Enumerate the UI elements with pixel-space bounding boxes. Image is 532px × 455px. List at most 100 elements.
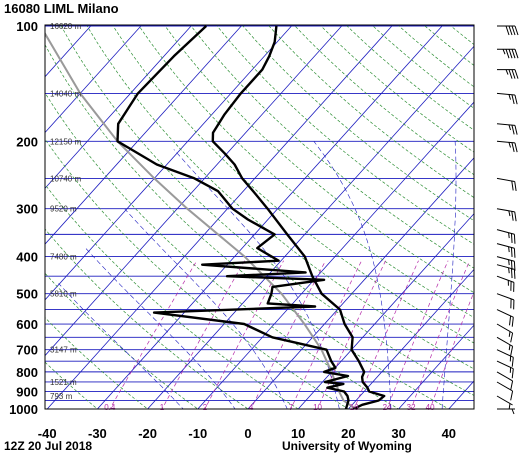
height-label: 12150 m	[50, 137, 81, 146]
temperature-tick-label: 40	[442, 426, 456, 441]
dry-adiabat-line	[320, 25, 474, 153]
mixing-ratio-label: 16	[350, 403, 359, 412]
isotherm-line	[347, 268, 474, 409]
wind-barb	[496, 275, 515, 292]
mixing-ratio-line	[429, 290, 474, 409]
temperature-tick-label: -20	[138, 426, 157, 441]
temperature-tick-label: -30	[88, 426, 107, 441]
parcel-path	[45, 31, 357, 409]
dry-adiabat-line	[45, 183, 299, 409]
dry-adiabat-line	[372, 25, 474, 109]
isotherm-line	[0, 26, 41, 417]
mixing-ratio-line	[410, 260, 470, 409]
height-label: 793 m	[50, 392, 73, 401]
mixing-ratio-line	[386, 260, 449, 409]
dry-adiabat-line	[268, 25, 474, 198]
wind-barb	[497, 48, 519, 59]
height-label: 3147 m	[50, 346, 77, 355]
mixing-ratio-line	[353, 260, 419, 409]
isotherm-line	[45, 25, 192, 189]
isotherm-line	[147, 45, 474, 409]
wind-barb	[496, 208, 517, 222]
moist-adiabat-line	[441, 141, 457, 409]
pressure-tick-label: 800	[16, 365, 38, 380]
wind-barb	[496, 243, 516, 258]
wind-barb	[496, 395, 513, 409]
temperature-tick-label: 0	[244, 426, 251, 441]
wind-barb	[496, 293, 515, 310]
wind-barb	[497, 408, 515, 415]
pressure-tick-label: 200	[16, 134, 38, 149]
dry-adiabat-line	[45, 272, 199, 409]
dry-adiabat-line	[138, 25, 474, 318]
moist-adiabat-line	[85, 247, 236, 409]
isotherm-line	[96, 25, 443, 409]
isotherm-line	[398, 324, 474, 409]
wind-barb	[496, 123, 518, 135]
wind-barb	[496, 336, 514, 356]
mixing-ratio-label: 0.4	[104, 403, 116, 412]
isotherm-line	[45, 25, 242, 245]
dewpoint-profile	[116, 25, 350, 409]
station-title: 16080 LIML Milano	[4, 1, 119, 16]
mixing-ratio-label: 7	[289, 403, 294, 412]
dry-adiabat-line	[60, 25, 474, 396]
height-label: 5810 m	[50, 290, 77, 299]
dry-adiabat-line	[190, 25, 474, 269]
dry-adiabat-line	[45, 44, 450, 409]
isotherm-line	[45, 25, 292, 301]
wind-barb	[496, 256, 516, 271]
mixing-ratio-line	[204, 260, 284, 409]
isotherm-line	[492, 26, 532, 417]
height-label: 16620 m	[50, 22, 81, 31]
moist-adiabat-line	[124, 208, 288, 409]
wind-barb	[496, 349, 514, 367]
mixing-ratio-label: 24	[383, 403, 392, 412]
pressure-tick-label: 100	[16, 19, 38, 34]
dry-adiabat-line	[242, 25, 474, 222]
mixing-ratio-line	[317, 260, 386, 409]
dry-adiabat-line	[424, 25, 474, 66]
dry-adiabat-line	[45, 92, 400, 409]
isotherm-line	[45, 25, 342, 357]
dry-adiabat-line	[45, 361, 98, 409]
height-label: 10740 m	[50, 174, 81, 183]
temperature-tick-label: 20	[341, 426, 355, 441]
temperature-tick-label: -10	[188, 426, 207, 441]
wind-barb	[496, 371, 514, 391]
mixing-ratio-label: 32	[407, 403, 416, 412]
pressure-tick-label: 500	[16, 287, 38, 302]
dry-adiabat-line	[86, 25, 474, 370]
dry-adiabat-line	[45, 228, 249, 409]
mixing-ratio-line	[290, 260, 362, 409]
pressure-tick-label: 300	[16, 202, 38, 217]
isotherm-line	[247, 157, 474, 409]
pressure-tick-label: 700	[16, 343, 38, 358]
dry-adiabat-line	[112, 25, 474, 344]
pressure-tick-label: 600	[16, 317, 38, 332]
mixing-ratio-line	[161, 260, 245, 409]
height-label: 7480 m	[50, 253, 77, 262]
temperature-tick-label: -40	[38, 426, 57, 441]
sounding-date: 12Z 20 Jul 2018	[4, 439, 93, 453]
height-label: 14040 m	[50, 89, 81, 98]
mixing-ratio-line	[109, 260, 198, 409]
mixing-ratio-label: 10	[313, 403, 322, 412]
mixing-ratio-label: 40	[426, 403, 435, 412]
mixing-ratio-label: 4	[249, 403, 254, 412]
dry-adiabat-line	[164, 25, 474, 294]
wind-barb	[496, 309, 514, 327]
temperature-tick-label: 30	[391, 426, 405, 441]
dry-adiabat-line	[45, 317, 149, 409]
height-label: 9520 m	[50, 205, 77, 214]
dry-adiabat-line	[45, 138, 350, 409]
height-label: 1521 m	[50, 378, 77, 387]
temperature-tick-label: 10	[291, 426, 305, 441]
isotherm-line	[45, 25, 142, 134]
wind-barb	[496, 140, 518, 153]
mixing-ratio-label: 2	[203, 403, 208, 412]
wind-barb	[496, 177, 517, 191]
dry-adiabat-line	[216, 25, 474, 245]
isotherm-line	[197, 101, 474, 409]
